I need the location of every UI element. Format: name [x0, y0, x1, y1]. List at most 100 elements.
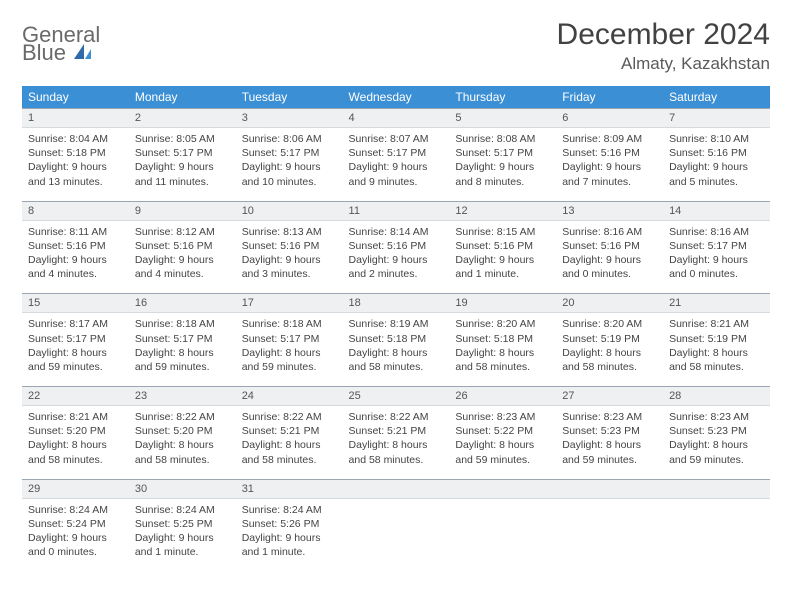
day-number: 30	[129, 480, 236, 499]
calendar-cell	[449, 479, 556, 567]
sunrise-text: Sunrise: 8:07 AM	[349, 132, 444, 146]
day-details: Sunrise: 8:22 AMSunset: 5:21 PMDaylight:…	[343, 406, 450, 475]
daylight-text: Daylight: 9 hours and 2 minutes.	[349, 253, 444, 281]
day-details: Sunrise: 8:17 AMSunset: 5:17 PMDaylight:…	[22, 313, 129, 382]
sunrise-text: Sunrise: 8:23 AM	[669, 410, 764, 424]
calendar-week: 29Sunrise: 8:24 AMSunset: 5:24 PMDayligh…	[22, 479, 770, 568]
sunrise-text: Sunrise: 8:16 AM	[562, 225, 657, 239]
sunrise-text: Sunrise: 8:17 AM	[28, 317, 123, 331]
calendar-cell: 27Sunrise: 8:23 AMSunset: 5:23 PMDayligh…	[556, 387, 663, 475]
calendar-body: 1Sunrise: 8:04 AMSunset: 5:18 PMDaylight…	[22, 108, 770, 567]
calendar-week: 15Sunrise: 8:17 AMSunset: 5:17 PMDayligh…	[22, 293, 770, 382]
title-block: December 2024 Almaty, Kazakhstan	[557, 18, 770, 74]
day-number: 9	[129, 202, 236, 221]
sunset-text: Sunset: 5:16 PM	[455, 239, 550, 253]
day-details: Sunrise: 8:06 AMSunset: 5:17 PMDaylight:…	[236, 128, 343, 197]
sunrise-text: Sunrise: 8:20 AM	[562, 317, 657, 331]
calendar-cell: 4Sunrise: 8:07 AMSunset: 5:17 PMDaylight…	[343, 109, 450, 197]
day-number: 18	[343, 294, 450, 313]
day-number: 17	[236, 294, 343, 313]
day-number: 19	[449, 294, 556, 313]
sunrise-text: Sunrise: 8:24 AM	[28, 503, 123, 517]
day-details: Sunrise: 8:21 AMSunset: 5:19 PMDaylight:…	[663, 313, 770, 382]
sunrise-text: Sunrise: 8:18 AM	[135, 317, 230, 331]
day-details: Sunrise: 8:08 AMSunset: 5:17 PMDaylight:…	[449, 128, 556, 197]
daylight-text: Daylight: 9 hours and 0 minutes.	[28, 531, 123, 559]
calendar-cell: 9Sunrise: 8:12 AMSunset: 5:16 PMDaylight…	[129, 201, 236, 289]
calendar-cell: 11Sunrise: 8:14 AMSunset: 5:16 PMDayligh…	[343, 201, 450, 289]
month-title: December 2024	[557, 18, 770, 52]
daylight-text: Daylight: 9 hours and 3 minutes.	[242, 253, 337, 281]
day-details: Sunrise: 8:23 AMSunset: 5:23 PMDaylight:…	[663, 406, 770, 475]
day-details: Sunrise: 8:24 AMSunset: 5:25 PMDaylight:…	[129, 499, 236, 568]
calendar-cell: 16Sunrise: 8:18 AMSunset: 5:17 PMDayligh…	[129, 294, 236, 382]
sunrise-text: Sunrise: 8:19 AM	[349, 317, 444, 331]
day-details: Sunrise: 8:20 AMSunset: 5:18 PMDaylight:…	[449, 313, 556, 382]
calendar-cell	[663, 479, 770, 567]
calendar-cell: 21Sunrise: 8:21 AMSunset: 5:19 PMDayligh…	[663, 294, 770, 382]
day-details: Sunrise: 8:11 AMSunset: 5:16 PMDaylight:…	[22, 221, 129, 290]
day-details	[449, 499, 556, 555]
day-number: 14	[663, 202, 770, 221]
sunset-text: Sunset: 5:17 PM	[669, 239, 764, 253]
calendar-cell: 23Sunrise: 8:22 AMSunset: 5:20 PMDayligh…	[129, 387, 236, 475]
sunset-text: Sunset: 5:19 PM	[669, 332, 764, 346]
sunset-text: Sunset: 5:16 PM	[562, 146, 657, 160]
daylight-text: Daylight: 9 hours and 4 minutes.	[135, 253, 230, 281]
sunrise-text: Sunrise: 8:22 AM	[349, 410, 444, 424]
calendar-cell: 26Sunrise: 8:23 AMSunset: 5:22 PMDayligh…	[449, 387, 556, 475]
daylight-text: Daylight: 8 hours and 59 minutes.	[455, 438, 550, 466]
day-number: 7	[663, 109, 770, 128]
calendar-cell: 7Sunrise: 8:10 AMSunset: 5:16 PMDaylight…	[663, 109, 770, 197]
day-number: 25	[343, 387, 450, 406]
day-details: Sunrise: 8:23 AMSunset: 5:22 PMDaylight:…	[449, 406, 556, 475]
day-details: Sunrise: 8:19 AMSunset: 5:18 PMDaylight:…	[343, 313, 450, 382]
calendar-cell: 29Sunrise: 8:24 AMSunset: 5:24 PMDayligh…	[22, 479, 129, 567]
calendar-cell: 12Sunrise: 8:15 AMSunset: 5:16 PMDayligh…	[449, 201, 556, 289]
sunset-text: Sunset: 5:16 PM	[562, 239, 657, 253]
calendar-cell: 31Sunrise: 8:24 AMSunset: 5:26 PMDayligh…	[236, 479, 343, 567]
calendar-cell: 15Sunrise: 8:17 AMSunset: 5:17 PMDayligh…	[22, 294, 129, 382]
day-details: Sunrise: 8:22 AMSunset: 5:20 PMDaylight:…	[129, 406, 236, 475]
calendar-cell: 22Sunrise: 8:21 AMSunset: 5:20 PMDayligh…	[22, 387, 129, 475]
daylight-text: Daylight: 9 hours and 13 minutes.	[28, 160, 123, 188]
daylight-text: Daylight: 9 hours and 0 minutes.	[669, 253, 764, 281]
day-number: 5	[449, 109, 556, 128]
sunrise-text: Sunrise: 8:14 AM	[349, 225, 444, 239]
day-number: 24	[236, 387, 343, 406]
day-number	[449, 480, 556, 499]
calendar-cell	[343, 479, 450, 567]
day-number: 26	[449, 387, 556, 406]
day-number: 6	[556, 109, 663, 128]
sunset-text: Sunset: 5:23 PM	[562, 424, 657, 438]
calendar-week: 1Sunrise: 8:04 AMSunset: 5:18 PMDaylight…	[22, 108, 770, 197]
day-number: 31	[236, 480, 343, 499]
sunset-text: Sunset: 5:17 PM	[349, 146, 444, 160]
day-details	[343, 499, 450, 555]
daylight-text: Daylight: 9 hours and 8 minutes.	[455, 160, 550, 188]
sunset-text: Sunset: 5:17 PM	[455, 146, 550, 160]
weekday-header: Wednesday	[343, 86, 450, 108]
sunrise-text: Sunrise: 8:13 AM	[242, 225, 337, 239]
daylight-text: Daylight: 8 hours and 58 minutes.	[349, 438, 444, 466]
sunset-text: Sunset: 5:18 PM	[28, 146, 123, 160]
sunset-text: Sunset: 5:17 PM	[135, 332, 230, 346]
location-label: Almaty, Kazakhstan	[557, 54, 770, 74]
day-number: 1	[22, 109, 129, 128]
day-number: 28	[663, 387, 770, 406]
sunset-text: Sunset: 5:22 PM	[455, 424, 550, 438]
sunset-text: Sunset: 5:21 PM	[349, 424, 444, 438]
daylight-text: Daylight: 8 hours and 58 minutes.	[349, 346, 444, 374]
sunrise-text: Sunrise: 8:23 AM	[455, 410, 550, 424]
sunrise-text: Sunrise: 8:20 AM	[455, 317, 550, 331]
daylight-text: Daylight: 9 hours and 1 minute.	[455, 253, 550, 281]
sunrise-text: Sunrise: 8:24 AM	[135, 503, 230, 517]
daylight-text: Daylight: 9 hours and 5 minutes.	[669, 160, 764, 188]
sunset-text: Sunset: 5:17 PM	[242, 146, 337, 160]
sunrise-text: Sunrise: 8:05 AM	[135, 132, 230, 146]
day-number: 20	[556, 294, 663, 313]
day-number: 13	[556, 202, 663, 221]
daylight-text: Daylight: 9 hours and 1 minute.	[135, 531, 230, 559]
weekday-header: Sunday	[22, 86, 129, 108]
brand-line2: Blue	[22, 40, 66, 65]
